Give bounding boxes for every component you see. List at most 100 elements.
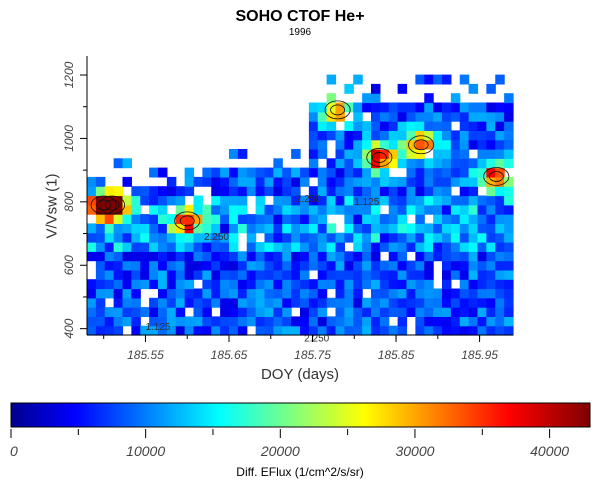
heatmap-cell: [158, 195, 168, 206]
heatmap-cell: [264, 297, 274, 308]
heatmap-cell: [504, 121, 514, 131]
heatmap-cell: [379, 307, 390, 317]
heatmap-cell: [291, 269, 301, 280]
heatmap-cell: [415, 214, 425, 224]
heatmap-cell: [450, 158, 461, 169]
heatmap-cell: [362, 316, 372, 327]
heatmap-cell: [371, 325, 381, 336]
heatmap-cell: [504, 325, 514, 336]
heatmap-cell: [406, 242, 416, 252]
heatmap-cell: [300, 204, 310, 215]
heatmap-cell: [308, 158, 319, 169]
heatmap-cell: [495, 223, 505, 234]
heatmap-cell: [291, 186, 301, 197]
heatmap-cell: [326, 325, 337, 336]
heatmap-cell: [433, 316, 443, 327]
heatmap-cell: [237, 307, 248, 317]
heatmap-cell: [193, 176, 203, 187]
heatmap-cell: [104, 223, 115, 234]
heatmap-cell: [264, 242, 274, 252]
heatmap-cell: [317, 214, 328, 224]
heatmap-cell: [175, 307, 186, 317]
heatmap-cell: [300, 242, 310, 252]
heatmap-cell: [362, 269, 372, 280]
heatmap-cell: [477, 139, 487, 150]
heatmap-cell: [113, 307, 124, 317]
heatmap-cell: [211, 223, 221, 234]
y-tick-label: 600: [62, 255, 76, 275]
heatmap-cell: [353, 316, 363, 327]
heatmap-cell: [433, 102, 443, 113]
heatmap-cell: [175, 186, 186, 197]
heatmap-cell: [379, 232, 390, 243]
heatmap-cell: [273, 288, 283, 299]
heatmap-cell: [450, 307, 461, 317]
heatmap-cell: [184, 176, 195, 187]
heatmap-cell: [371, 214, 381, 224]
heatmap-cell: [273, 204, 283, 215]
heatmap-cell: [149, 279, 159, 290]
heatmap-cell: [255, 269, 266, 280]
heatmap-cell: [131, 223, 141, 234]
heatmap-cell: [468, 242, 479, 252]
heatmap-cell: [459, 176, 470, 187]
heatmap-cell: [317, 251, 328, 262]
heatmap-cell: [220, 260, 230, 271]
heatmap-cell: [495, 139, 505, 150]
heatmap-cell: [229, 251, 239, 262]
heatmap-cell: [362, 223, 372, 234]
heatmap-cell: [371, 102, 381, 113]
heatmap-cell: [246, 223, 257, 234]
heatmap-cell: [220, 186, 230, 197]
heatmap-cell: [415, 269, 425, 280]
y-tick-label: 400: [62, 318, 76, 338]
heatmap-cell: [317, 149, 328, 159]
heatmap-cell: [344, 223, 354, 234]
heatmap-cell: [406, 223, 416, 234]
heatmap-cell: [237, 288, 248, 299]
heatmap-cell: [95, 242, 106, 252]
heatmap-cell: [308, 242, 319, 252]
heatmap-cell: [131, 297, 141, 308]
heatmap-cell: [184, 316, 195, 327]
heatmap-cell: [433, 214, 443, 224]
heatmap-cell: [362, 176, 372, 187]
contour-label: 1.125: [145, 322, 170, 333]
heatmap-cell: [335, 176, 345, 187]
heatmap-cell: [237, 204, 248, 215]
heatmap-cell: [379, 176, 390, 187]
heatmap-cell: [459, 195, 470, 206]
heatmap-cell: [131, 307, 141, 317]
heatmap-cell: [433, 288, 443, 299]
heatmap-cell: [504, 279, 514, 290]
heatmap-cell: [255, 176, 266, 187]
heatmap-cell: [282, 288, 292, 299]
heatmap-cell: [477, 260, 487, 271]
heatmap-cell: [211, 214, 221, 224]
heatmap-cell: [495, 288, 505, 299]
heatmap-cell: [344, 102, 354, 113]
heatmap-cell: [95, 297, 106, 308]
heatmap-cell: [308, 102, 319, 113]
heatmap-cell: [442, 121, 452, 131]
heatmap-cell: [202, 269, 212, 280]
heatmap-cell: [87, 186, 97, 197]
heatmap-cell: [229, 195, 239, 206]
heatmap-cell: [477, 297, 487, 308]
heatmap-cell: [317, 279, 328, 290]
heatmap-cell: [308, 307, 319, 317]
heatmap-cell: [504, 186, 514, 197]
heatmap-cell: [211, 232, 221, 243]
heatmap-cell: [326, 204, 337, 215]
y-tick-label: 800: [62, 192, 76, 212]
heatmap-cell: [477, 288, 487, 299]
heatmap-cell: [166, 176, 177, 187]
heatmap-cell: [362, 121, 372, 131]
heatmap-cell: [495, 121, 505, 131]
heatmap-cell: [486, 130, 496, 141]
heatmap-cell: [397, 232, 408, 243]
heatmap-cell: [504, 149, 514, 159]
heatmap-cell: [459, 242, 470, 252]
heatmap-cell: [300, 232, 310, 243]
heatmap-cell: [255, 204, 266, 215]
